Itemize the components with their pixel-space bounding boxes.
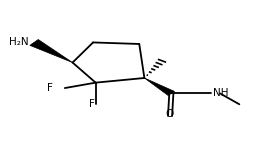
Text: H₂N: H₂N [9, 37, 28, 47]
Polygon shape [30, 39, 72, 63]
Text: O: O [165, 109, 174, 119]
Text: NH: NH [213, 88, 229, 98]
Polygon shape [144, 78, 174, 95]
Text: F: F [89, 99, 95, 109]
Text: F: F [47, 83, 53, 93]
